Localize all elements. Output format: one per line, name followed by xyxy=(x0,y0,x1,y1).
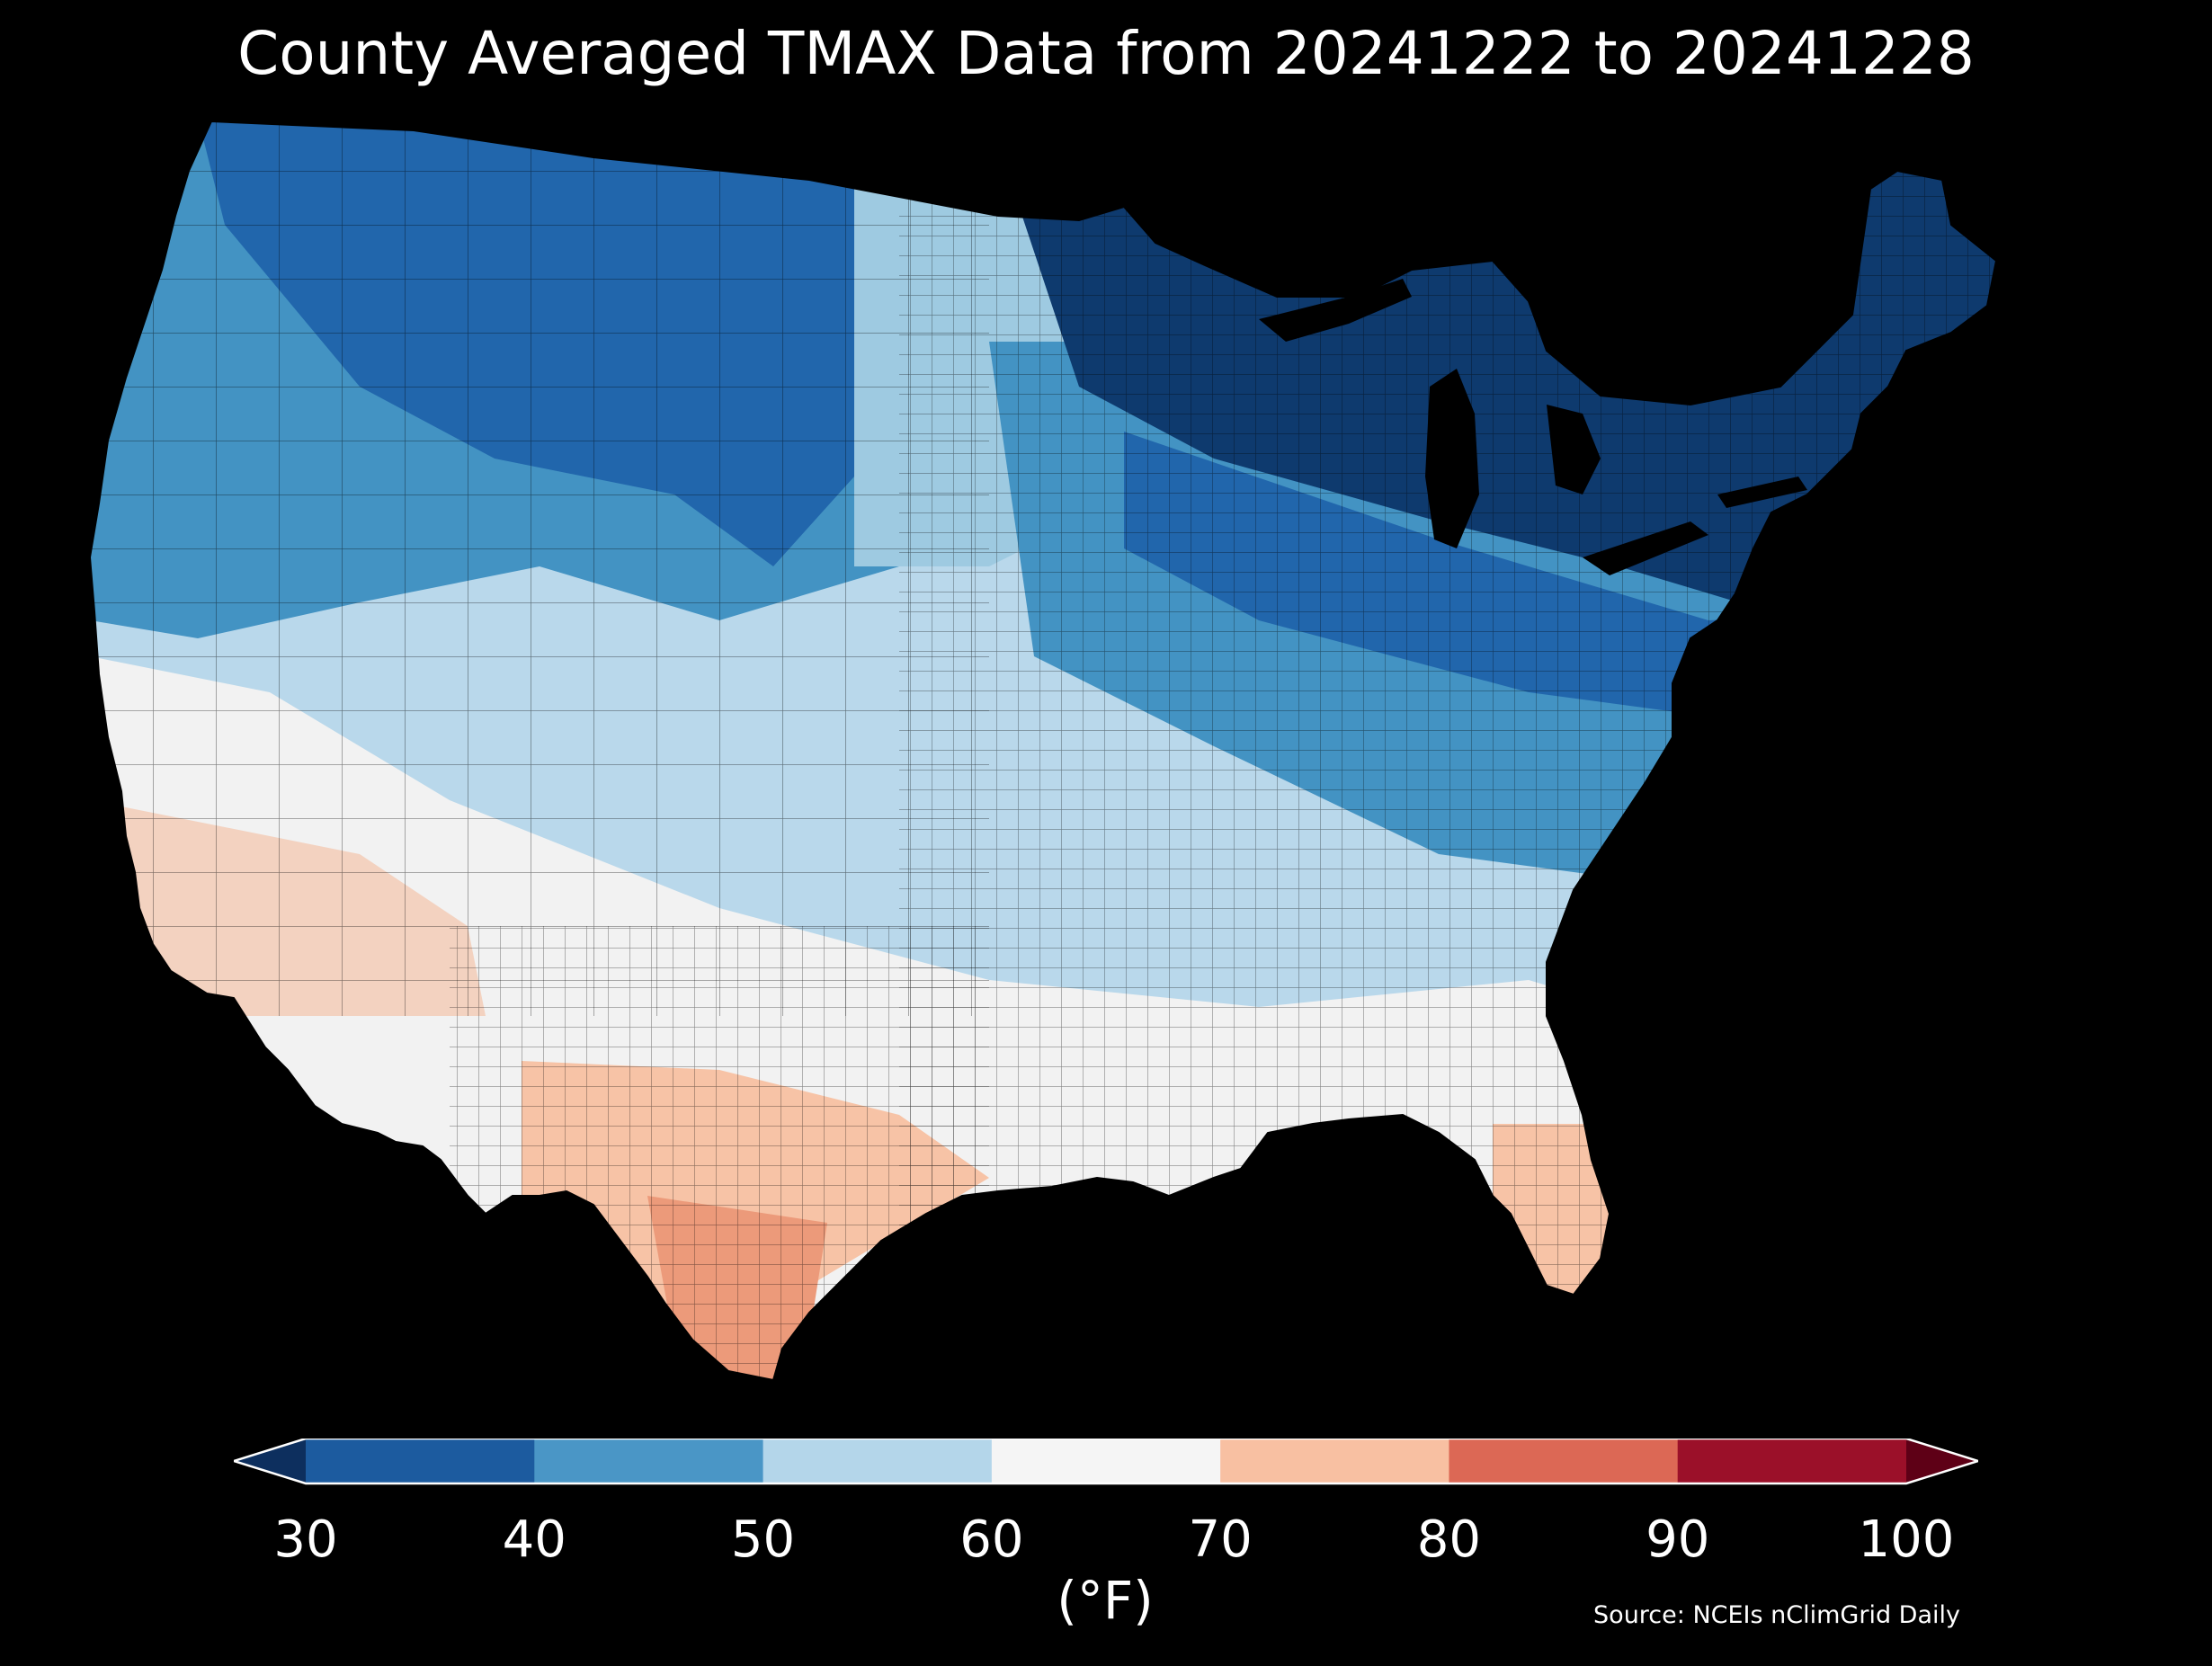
temperature-fields xyxy=(90,121,1996,1380)
colorbar-tick-30: 30 xyxy=(273,1510,338,1569)
colorbar-bin-50-60 xyxy=(763,1439,993,1483)
colorbar-bin-30-40 xyxy=(306,1439,535,1483)
colorbar-bin-40-50 xyxy=(534,1439,764,1483)
colorbar-tick-80: 80 xyxy=(1416,1510,1482,1569)
colorbar-bin-70-80 xyxy=(1220,1439,1449,1483)
colorbar-tick-70: 70 xyxy=(1188,1510,1253,1569)
colorbar-under-arrow xyxy=(234,1439,306,1483)
colorbar-unit-label: (°F) xyxy=(1057,1570,1154,1631)
chart-title: County Averaged TMAX Data from 20241222 … xyxy=(237,19,1975,88)
lake-michigan xyxy=(1425,369,1479,548)
texas-county-lines xyxy=(450,926,989,1380)
colorbar-tick-50: 50 xyxy=(730,1510,796,1569)
colorbar-tick-100: 100 xyxy=(1858,1510,1955,1569)
west-county-lines xyxy=(90,121,989,1016)
lake-huron xyxy=(1547,405,1601,494)
colorbar-bin-60-70 xyxy=(991,1439,1221,1483)
colorbar-bin-90-100 xyxy=(1677,1439,1907,1483)
source-credit: Source: NCEIs nClimGrid Daily xyxy=(1593,1601,1960,1629)
colorbar-over-arrow xyxy=(1906,1439,1978,1483)
east-county-lines xyxy=(899,121,1996,1380)
lake-erie xyxy=(1583,521,1708,575)
colorbar-tick-40: 40 xyxy=(502,1510,566,1569)
colorbar xyxy=(234,1439,1978,1485)
lake-ontario xyxy=(1717,477,1807,508)
colorbar-tick-90: 90 xyxy=(1646,1510,1710,1569)
colorbar-outline xyxy=(234,1439,1978,1485)
us-county-map xyxy=(90,120,1997,1381)
colorbar-tick-60: 60 xyxy=(959,1510,1024,1569)
colorbar-bin-80-90 xyxy=(1449,1439,1679,1483)
lake-superior xyxy=(1259,279,1412,342)
